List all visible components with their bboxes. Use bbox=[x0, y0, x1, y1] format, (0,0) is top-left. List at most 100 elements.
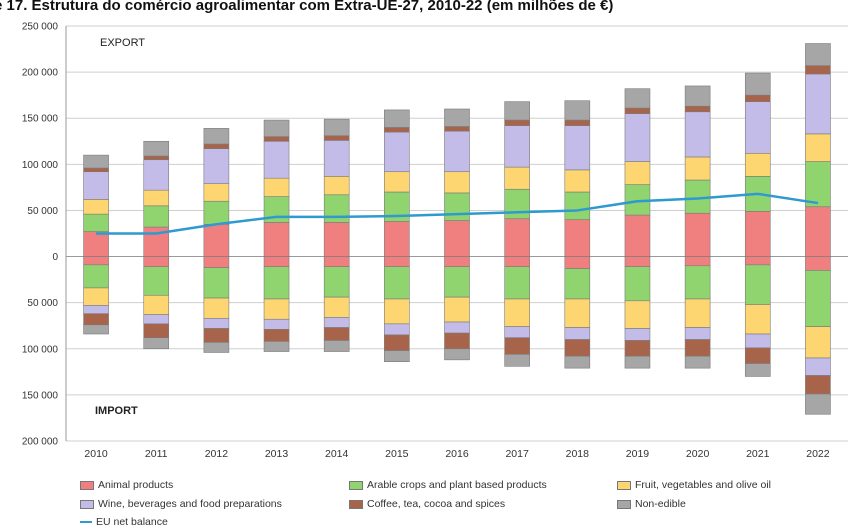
bar-export-arable-crops-and-plant-based-products bbox=[504, 188, 530, 220]
bar-export-non-edible bbox=[143, 140, 170, 157]
bar-import-animal-products bbox=[203, 256, 230, 268]
bar-import-arable-crops-and-plant-based-products bbox=[263, 266, 290, 300]
bar-import-wine-beverages-and-food-preparations bbox=[384, 323, 410, 336]
bar-import-arable-crops-and-plant-based-products bbox=[323, 266, 350, 298]
bar-import-coffee-tea-cocoa-and-spices bbox=[83, 313, 109, 326]
y-tick-label: 50 000 bbox=[27, 206, 58, 217]
bar-export-animal-products bbox=[263, 222, 290, 257]
bar-import-animal-products bbox=[624, 256, 651, 267]
bar-import-fruit-vegetables-and-olive-oil bbox=[384, 298, 410, 325]
bar-import-wine-beverages-and-food-preparations bbox=[143, 314, 170, 325]
bar-export-non-edible bbox=[83, 154, 109, 169]
bar-import-non-edible bbox=[624, 355, 651, 369]
bar-export-wine-beverages-and-food-preparations bbox=[384, 131, 410, 173]
bar-import-fruit-vegetables-and-olive-oil bbox=[203, 297, 230, 319]
bar-import-animal-products bbox=[384, 256, 410, 267]
bar-import-coffee-tea-cocoa-and-spices bbox=[444, 332, 470, 350]
bar-import-arable-crops-and-plant-based-products bbox=[203, 267, 230, 299]
bar-export-wine-beverages-and-food-preparations bbox=[83, 171, 109, 200]
y-tick-label: 150 000 bbox=[22, 390, 59, 401]
bar-export-animal-products bbox=[504, 218, 530, 257]
y-tick-label: 0 bbox=[52, 252, 58, 263]
bar-export-animal-products bbox=[323, 222, 350, 257]
bar-import-animal-products bbox=[444, 256, 470, 267]
bar-export-wine-beverages-and-food-preparations bbox=[504, 125, 530, 168]
x-tick-label: 2016 bbox=[445, 448, 469, 460]
bar-import-coffee-tea-cocoa-and-spices bbox=[143, 323, 170, 339]
bar-import-arable-crops-and-plant-based-products bbox=[744, 264, 771, 305]
bar-import-non-edible bbox=[504, 354, 530, 367]
x-tick-label: 2015 bbox=[385, 448, 409, 460]
bar-import-non-edible bbox=[83, 324, 109, 335]
bar-import-coffee-tea-cocoa-and-spices bbox=[504, 337, 530, 355]
bar-export-non-edible bbox=[203, 128, 230, 145]
bar-export-fruit-vegetables-and-olive-oil bbox=[263, 177, 290, 197]
bar-export-coffee-tea-cocoa-and-spices bbox=[263, 136, 290, 142]
bar-import-coffee-tea-cocoa-and-spices bbox=[624, 340, 651, 357]
bar-import-non-edible bbox=[744, 363, 771, 377]
bar-export-animal-products bbox=[744, 211, 771, 257]
bar-export-fruit-vegetables-and-olive-oil bbox=[744, 152, 771, 177]
bar-import-animal-products bbox=[263, 256, 290, 267]
x-tick-label: 2021 bbox=[746, 448, 770, 460]
bar-export-animal-products bbox=[444, 220, 470, 257]
x-tick-label: 2012 bbox=[205, 448, 229, 460]
bar-export-non-edible bbox=[684, 85, 711, 107]
bar-export-wine-beverages-and-food-preparations bbox=[805, 73, 831, 135]
bar-export-animal-products bbox=[203, 223, 230, 257]
bar-export-fruit-vegetables-and-olive-oil bbox=[684, 156, 711, 181]
bar-export-animal-products bbox=[805, 206, 831, 257]
bar-export-fruit-vegetables-and-olive-oil bbox=[805, 133, 831, 162]
bar-export-wine-beverages-and-food-preparations bbox=[143, 159, 170, 191]
bar-import-arable-crops-and-plant-based-products bbox=[624, 266, 651, 302]
bar-import-non-edible bbox=[444, 348, 470, 361]
bar-import-non-edible bbox=[384, 350, 410, 362]
bar-import-arable-crops-and-plant-based-products bbox=[143, 266, 170, 296]
bar-import-arable-crops-and-plant-based-products bbox=[83, 264, 109, 289]
bar-import-non-edible bbox=[263, 341, 290, 352]
bar-export-arable-crops-and-plant-based-products bbox=[444, 192, 470, 221]
bar-import-coffee-tea-cocoa-and-spices bbox=[263, 329, 290, 342]
bar-export-fruit-vegetables-and-olive-oil bbox=[83, 199, 109, 215]
bar-import-coffee-tea-cocoa-and-spices bbox=[744, 347, 771, 364]
bar-import-animal-products bbox=[504, 256, 530, 267]
bar-export-coffee-tea-cocoa-and-spices bbox=[444, 126, 470, 132]
y-tick-label: 100 000 bbox=[22, 344, 59, 355]
bar-export-wine-beverages-and-food-preparations bbox=[444, 130, 470, 173]
bar-import-arable-crops-and-plant-based-products bbox=[504, 266, 530, 300]
x-tick-label: 2014 bbox=[325, 448, 349, 460]
bar-export-non-edible bbox=[504, 101, 530, 121]
bar-import-animal-products bbox=[83, 256, 109, 266]
x-tick-label: 2022 bbox=[806, 448, 830, 460]
bar-import-non-edible bbox=[564, 355, 591, 369]
bar-export-non-edible bbox=[624, 88, 651, 109]
bar-import-wine-beverages-and-food-preparations bbox=[203, 318, 230, 329]
bar-import-wine-beverages-and-food-preparations bbox=[83, 305, 109, 315]
bar-import-wine-beverages-and-food-preparations bbox=[504, 326, 530, 339]
x-tick-label: 2018 bbox=[566, 448, 590, 460]
bar-import-animal-products bbox=[564, 256, 591, 269]
bar-import-non-edible bbox=[684, 355, 711, 369]
y-tick-label: 100 000 bbox=[22, 160, 59, 171]
bar-export-coffee-tea-cocoa-and-spices bbox=[203, 143, 230, 149]
x-tick-label: 2017 bbox=[505, 448, 529, 460]
bar-import-coffee-tea-cocoa-and-spices bbox=[805, 375, 831, 395]
bar-export-non-edible bbox=[805, 43, 831, 66]
y-tick-label: 50 000 bbox=[27, 298, 58, 309]
bar-import-arable-crops-and-plant-based-products bbox=[564, 268, 591, 300]
x-tick-label: 2019 bbox=[626, 448, 650, 460]
import-annotation: IMPORT bbox=[95, 405, 138, 417]
y-tick-label: 150 000 bbox=[22, 114, 59, 125]
bar-import-animal-products bbox=[684, 256, 711, 267]
bar-import-coffee-tea-cocoa-and-spices bbox=[203, 328, 230, 343]
bar-export-coffee-tea-cocoa-and-spices bbox=[564, 119, 591, 126]
bar-import-arable-crops-and-plant-based-products bbox=[684, 265, 711, 300]
bar-export-animal-products bbox=[624, 214, 651, 257]
bar-export-animal-products bbox=[564, 219, 591, 257]
bar-export-wine-beverages-and-food-preparations bbox=[263, 140, 290, 179]
x-tick-label: 2010 bbox=[84, 448, 108, 460]
x-tick-label: 2011 bbox=[145, 448, 168, 460]
bar-import-animal-products bbox=[744, 256, 771, 266]
bar-import-fruit-vegetables-and-olive-oil bbox=[564, 298, 591, 328]
